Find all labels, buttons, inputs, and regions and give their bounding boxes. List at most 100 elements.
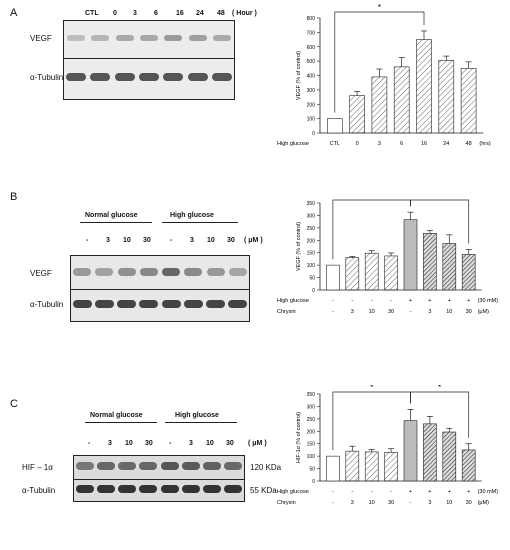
lane-label: 10 [125, 440, 133, 447]
blot-band [162, 268, 181, 276]
blot-band [163, 73, 184, 81]
vegf-bands [64, 35, 234, 45]
condition-value: - [371, 489, 373, 495]
y-tick-label: 250 [307, 226, 316, 232]
blot-band [139, 485, 158, 493]
bar [403, 219, 418, 291]
blot-band [228, 300, 248, 308]
y-axis-label: VEGF (% of control) [296, 222, 302, 271]
y-tick-label: 600 [307, 45, 316, 51]
blot-band [164, 35, 183, 41]
bar [326, 264, 340, 291]
condition-value: 24 [443, 141, 449, 147]
bar [423, 233, 437, 291]
condition-value: 3 [378, 141, 381, 147]
blot-band [96, 462, 115, 470]
condition-value: 30 [466, 309, 472, 315]
group-line [80, 222, 152, 223]
blot-band [67, 35, 86, 41]
condition-value: + [428, 489, 431, 495]
panel-b-row-vegf: VEGF [30, 269, 52, 278]
bar [384, 255, 398, 291]
panel-b-group-high: High glucose [170, 212, 214, 219]
y-tick-label: 50 [309, 276, 315, 282]
condition-value: 0 [356, 141, 359, 147]
condition-value: - [351, 489, 353, 495]
lane-label: - [88, 440, 91, 447]
blot-band [139, 300, 159, 308]
condition-value: 16 [421, 141, 427, 147]
condition-value: 3 [351, 500, 354, 506]
lane-label: 6 [154, 10, 158, 17]
panel-c-size-tubulin: 55 KDa [250, 486, 277, 495]
blot-band [117, 268, 136, 276]
blot-band [96, 485, 115, 493]
bar [326, 455, 340, 482]
panel-c-letter: C [10, 398, 18, 410]
condition-value: - [390, 489, 392, 495]
y-tick-label: 250 [307, 417, 316, 423]
blot-band [181, 462, 200, 470]
y-tick-label: 800 [307, 16, 316, 22]
blot-divider [74, 479, 244, 480]
panel-b-row-tubulin: α-Tubulin [30, 300, 64, 309]
bar [416, 39, 432, 134]
blot-divider [64, 58, 234, 59]
condition-value: 3 [351, 309, 354, 315]
blot-band [139, 268, 158, 276]
condition-value: - [410, 500, 412, 506]
condition-unit: (μM) [478, 309, 490, 315]
lane-label: 10 [123, 237, 131, 244]
chart-b: 0 50 100 150 200 250 300 350 VEGF (% of control)… [277, 195, 499, 315]
bar [442, 431, 457, 482]
lane-label: 30 [227, 237, 235, 244]
condition-value: + [467, 489, 470, 495]
bar [364, 451, 379, 482]
bar [442, 243, 457, 291]
significance-star: * [370, 195, 373, 200]
group-line [165, 422, 237, 423]
condition-value: + [467, 298, 470, 304]
panel-a-letter: A [10, 7, 18, 19]
blot-band [187, 73, 208, 81]
condition-value: CTL [330, 141, 340, 147]
panel-c-group-normal: Normal glucose [90, 412, 143, 419]
condition-value: - [410, 309, 412, 315]
blot-band [161, 300, 181, 308]
condition-value: 6 [400, 141, 403, 147]
blot-divider [71, 289, 249, 290]
condition-value: + [409, 298, 412, 304]
panel-b-letter: B [10, 191, 18, 203]
significance-star: * [438, 195, 441, 200]
lane-label: 10 [206, 440, 214, 447]
vegf-bands [71, 268, 249, 278]
condition-value: 30 [388, 500, 394, 506]
lane-label: - [169, 440, 172, 447]
lane-label: 24 [196, 10, 204, 17]
blot-band [118, 462, 137, 470]
tubulin-bands [64, 73, 234, 83]
condition-value: - [332, 489, 334, 495]
condition-value: 10 [369, 500, 375, 506]
tubulin-bands [71, 300, 249, 310]
condition-value: 10 [446, 309, 452, 315]
blot-band [206, 268, 225, 276]
blot-band [203, 462, 222, 470]
y-tick-label: 300 [307, 213, 316, 219]
condition-value: 30 [388, 309, 394, 315]
condition-value: 48 [466, 141, 472, 147]
blot-band [188, 35, 207, 41]
lane-label: 3 [190, 237, 194, 244]
condition-unit: (30 mM) [478, 298, 499, 304]
chart-c: 0 50 100 150 200 250 300 350 HIF-1α (% of contro… [277, 385, 498, 506]
y-tick-label: 0 [312, 131, 315, 137]
y-tick-label: 700 [307, 30, 316, 36]
condition-row-label: High glucose [277, 298, 309, 304]
panel-a-row-vegf: VEGF [30, 34, 52, 43]
bar [345, 257, 360, 291]
lane-label: 48 [217, 10, 225, 17]
condition-value: - [351, 298, 353, 304]
lane-label: CTL [85, 10, 99, 17]
blot-band [75, 485, 94, 493]
condition-value: 3 [428, 500, 431, 506]
